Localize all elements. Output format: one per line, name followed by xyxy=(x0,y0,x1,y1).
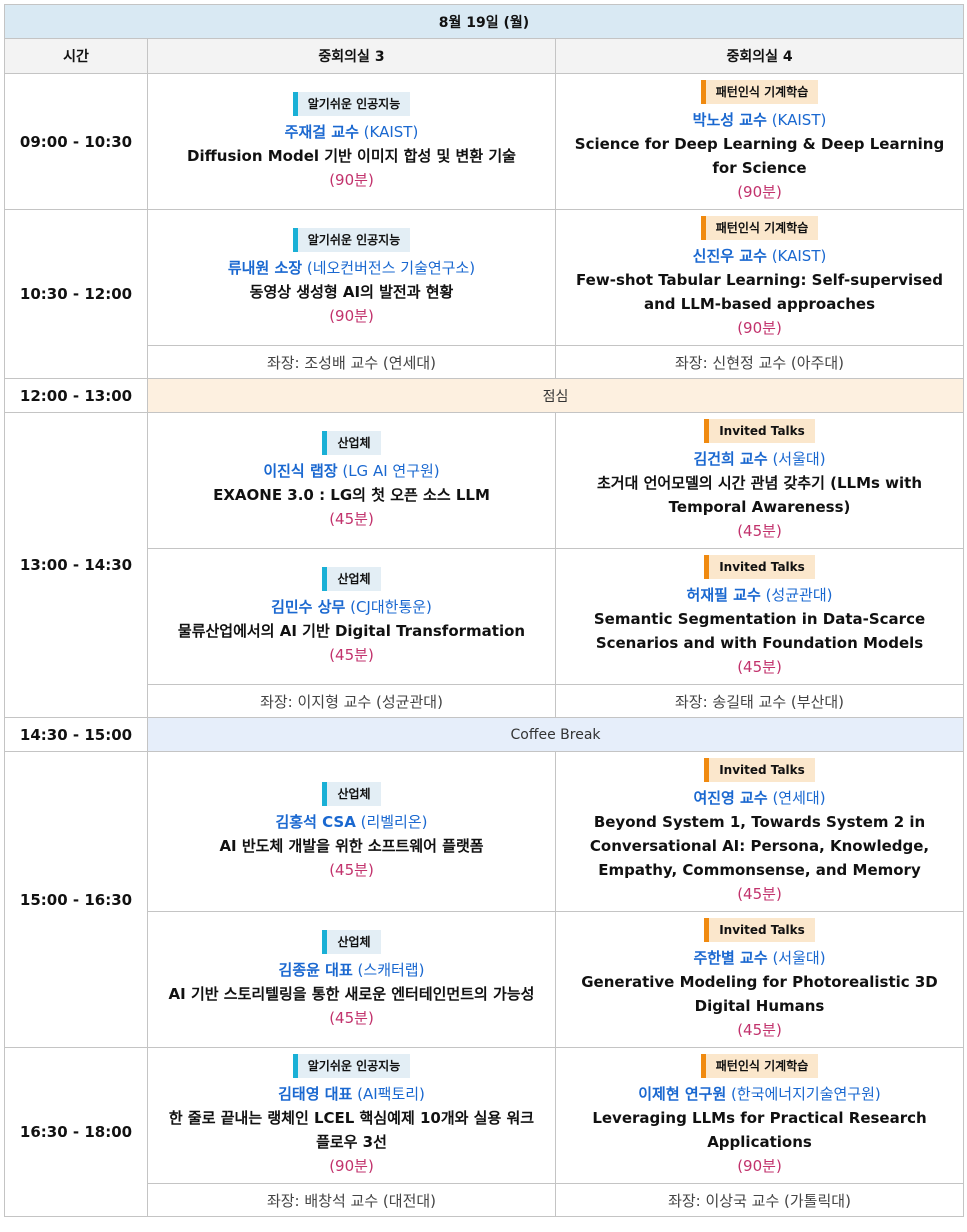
session-room3: 알기쉬운 인공지능 류내원 소장 (네오컨버전스 기술연구소) 동영상 생성형 … xyxy=(147,209,556,346)
talk-title: AI 기반 스토리텔링을 통한 새로운 엔터테인먼트의 가능성 xyxy=(168,984,535,1003)
speaker: 이진식 랩장 (LG AI 연구원) xyxy=(263,461,440,480)
speaker: 허재필 교수 (성균관대) xyxy=(686,585,833,604)
chair-room3: 좌장: 조성배 교수 (연세대) xyxy=(147,345,556,379)
session-room3: 산업체 김민수 상무 (CJ대한통운) 물류산업에서의 AI 기반 Digita… xyxy=(147,548,556,685)
session-room4: 패턴인식 기계학습 박노성 교수 (KAIST) Science for Dee… xyxy=(554,73,965,210)
speaker: 신진우 교수 (KAIST) xyxy=(692,246,827,265)
track-tag: 산업체 xyxy=(322,929,381,954)
speaker: 주한별 교수 (서울대) xyxy=(693,948,826,967)
duration: (90분) xyxy=(329,1156,374,1175)
speaker: 김건희 교수 (서울대) xyxy=(693,449,826,468)
time-cell: 13:00 - 14:30 xyxy=(4,412,148,718)
talk-title: Leveraging LLMs for Practical Research A… xyxy=(592,1108,927,1151)
chair-room4: 좌장: 신현정 교수 (아주대) xyxy=(554,345,965,379)
time-cell: 10:30 - 12:00 xyxy=(4,209,148,379)
schedule-table: 8월 19일 (월) 시간 중회의실 3 중회의실 4 09:00 - 10:3… xyxy=(3,4,965,1217)
talk-title: AI 반도체 개발을 위한 소프트웨어 플랫폼 xyxy=(219,836,484,855)
header-room4: 중회의실 4 xyxy=(554,38,965,74)
session-room3: 알기쉬운 인공지능 김태영 대표 (AI팩토리) 한 줄로 끝내는 랭체인 LC… xyxy=(147,1047,556,1184)
duration: (45분) xyxy=(737,521,782,540)
speaker: 여진영 교수 (연세대) xyxy=(693,788,826,807)
speaker: 김태영 대표 (AI팩토리) xyxy=(278,1084,425,1103)
talk-title: 한 줄로 끝내는 랭체인 LCEL 핵심예제 10개와 실용 워크플로우 3선 xyxy=(168,1108,535,1151)
speaker: 김홍석 CSA (리벨리온) xyxy=(275,812,428,831)
coffee-break: Coffee Break xyxy=(146,717,965,752)
speaker: 류내원 소장 (네오컨버전스 기술연구소) xyxy=(227,258,476,277)
header-room3: 중회의실 3 xyxy=(147,38,556,74)
time-cell: 15:00 - 16:30 xyxy=(4,751,148,1048)
speaker: 이제현 연구원 (한국에너지기술연구원) xyxy=(638,1084,881,1103)
talk-title: Beyond System 1, Towards System 2 in Con… xyxy=(589,812,930,879)
track-tag: Invited Talks xyxy=(704,917,815,942)
session-room4: Invited Talks 주한별 교수 (서울대) Generative Mo… xyxy=(554,911,965,1048)
track-tag: Invited Talks xyxy=(704,757,815,782)
duration: (90분) xyxy=(737,318,782,337)
chair-room4: 좌장: 송길태 교수 (부산대) xyxy=(554,684,965,718)
speaker: 김민수 상무 (CJ대한통운) xyxy=(271,597,432,616)
talk-title: 동영상 생성형 AI의 발전과 현황 xyxy=(249,282,454,301)
time-cell: 12:00 - 13:00 xyxy=(4,378,148,413)
duration: (45분) xyxy=(329,645,374,664)
track-tag: Invited Talks xyxy=(704,554,815,579)
session-room3: 산업체 김홍석 CSA (리벨리온) AI 반도체 개발을 위한 소프트웨어 플… xyxy=(147,751,556,912)
duration: (90분) xyxy=(737,1156,782,1175)
track-tag: 패턴인식 기계학습 xyxy=(700,215,819,240)
speaker: 주재걸 교수 (KAIST) xyxy=(284,122,419,141)
session-room4: Invited Talks 여진영 교수 (연세대) Beyond System… xyxy=(554,751,965,912)
talk-title: 초거대 언어모델의 시간 관념 갖추기 (LLMs with Temporal … xyxy=(597,473,923,516)
duration: (45분) xyxy=(737,657,782,676)
track-tag: Invited Talks xyxy=(704,418,815,443)
time-cell: 09:00 - 10:30 xyxy=(4,73,148,210)
session-room4: 패턴인식 기계학습 신진우 교수 (KAIST) Few-shot Tabula… xyxy=(554,209,965,346)
duration: (45분) xyxy=(329,1008,374,1027)
header-time: 시간 xyxy=(4,38,148,74)
session-room3: 산업체 김종윤 대표 (스캐터랩) AI 기반 스토리텔링을 통한 새로운 엔터… xyxy=(147,911,556,1048)
duration: (90분) xyxy=(329,306,374,325)
track-tag: 알기쉬운 인공지능 xyxy=(292,1053,411,1078)
duration: (45분) xyxy=(329,509,374,528)
duration: (90분) xyxy=(737,182,782,201)
track-tag: 패턴인식 기계학습 xyxy=(700,1053,819,1078)
session-room3: 산업체 이진식 랩장 (LG AI 연구원) EXAONE 3.0 : LG의 … xyxy=(147,412,556,549)
session-room4: Invited Talks 김건희 교수 (서울대) 초거대 언어모델의 시간 … xyxy=(554,412,965,549)
date-header: 8월 19일 (월) xyxy=(3,4,965,39)
session-room4: Invited Talks 허재필 교수 (성균관대) Semantic Seg… xyxy=(554,548,965,685)
talk-title: Semantic Segmentation in Data-Scarce Sce… xyxy=(593,609,926,652)
chair-room3: 좌장: 배창석 교수 (대전대) xyxy=(147,1183,556,1217)
duration: (45분) xyxy=(329,860,374,879)
speaker: 김종윤 대표 (스캐터랩) xyxy=(278,960,425,979)
session-room3: 알기쉬운 인공지능 주재걸 교수 (KAIST) Diffusion Model… xyxy=(147,73,556,210)
track-tag: 패턴인식 기계학습 xyxy=(700,79,819,104)
speaker: 박노성 교수 (KAIST) xyxy=(692,110,827,129)
talk-title: Generative Modeling for Photorealistic 3… xyxy=(581,972,938,1015)
session-room4: 패턴인식 기계학습 이제현 연구원 (한국에너지기술연구원) Leveragin… xyxy=(554,1047,965,1184)
duration: (45분) xyxy=(737,884,782,903)
track-tag: 산업체 xyxy=(322,566,381,591)
track-tag: 산업체 xyxy=(322,430,381,455)
track-tag: 산업체 xyxy=(322,781,381,806)
lunch-break: 점심 xyxy=(146,378,965,413)
duration: (45분) xyxy=(737,1020,782,1039)
talk-title: Few-shot Tabular Learning: Self-supervis… xyxy=(576,270,943,313)
time-cell: 16:30 - 18:00 xyxy=(4,1047,148,1217)
chair-room3: 좌장: 이지형 교수 (성균관대) xyxy=(147,684,556,718)
time-cell: 14:30 - 15:00 xyxy=(4,717,148,752)
talk-title: 물류산업에서의 AI 기반 Digital Transformation xyxy=(177,621,526,640)
talk-title: Diffusion Model 기반 이미지 합성 및 변환 기술 xyxy=(187,146,516,165)
duration: (90분) xyxy=(329,170,374,189)
talk-title: Science for Deep Learning & Deep Learnin… xyxy=(574,134,945,177)
talk-title: EXAONE 3.0 : LG의 첫 오픈 소스 LLM xyxy=(213,485,490,504)
chair-room4: 좌장: 이상국 교수 (가톨릭대) xyxy=(554,1183,965,1217)
track-tag: 알기쉬운 인공지능 xyxy=(292,227,411,252)
track-tag: 알기쉬운 인공지능 xyxy=(292,91,411,116)
